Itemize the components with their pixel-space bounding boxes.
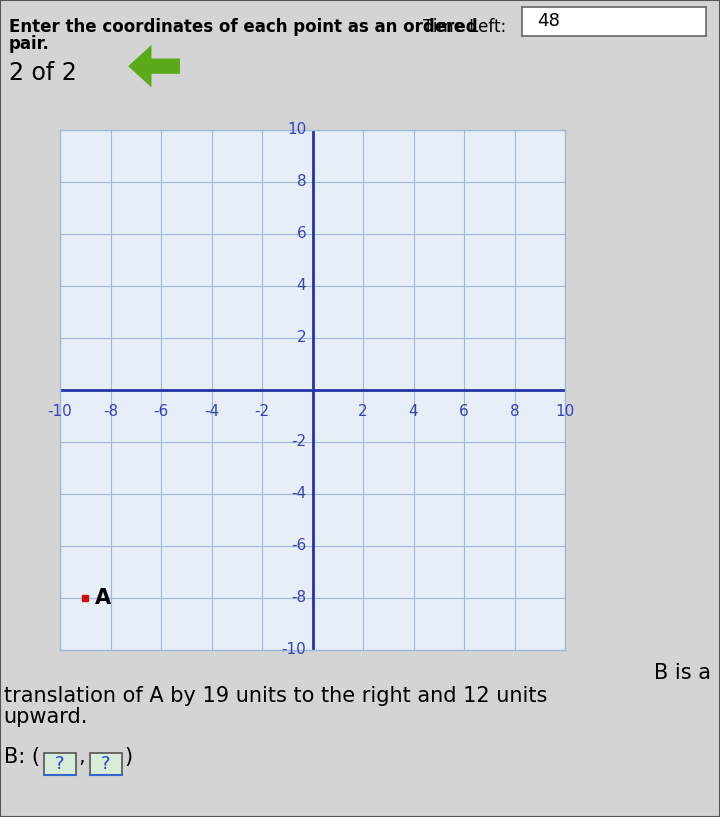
Text: B: (: B: ( — [4, 747, 40, 766]
Text: ,: , — [78, 747, 85, 766]
Text: 2: 2 — [297, 331, 306, 346]
Text: ?: ? — [102, 755, 111, 773]
Text: 4: 4 — [409, 404, 418, 419]
Text: translation of A by 19 units to the right and 12 units: translation of A by 19 units to the righ… — [4, 686, 547, 706]
Polygon shape — [128, 45, 180, 87]
Text: 8: 8 — [297, 175, 306, 190]
Text: -4: -4 — [204, 404, 219, 419]
Text: 2 of 2: 2 of 2 — [9, 61, 76, 85]
Text: 6: 6 — [297, 226, 306, 242]
Text: 10: 10 — [555, 404, 575, 419]
Text: -6: -6 — [153, 404, 168, 419]
Text: -10: -10 — [282, 642, 306, 658]
Text: pair.: pair. — [9, 35, 50, 53]
Text: -2: -2 — [291, 435, 306, 449]
Text: -2: -2 — [254, 404, 269, 419]
Text: 4: 4 — [297, 279, 306, 293]
Text: -8: -8 — [291, 591, 306, 605]
FancyBboxPatch shape — [44, 752, 76, 775]
Text: ?: ? — [55, 755, 65, 773]
Text: A: A — [95, 588, 112, 608]
Text: -8: -8 — [103, 404, 118, 419]
Text: Enter the coordinates of each point as an ordered: Enter the coordinates of each point as a… — [9, 18, 477, 36]
Text: 10: 10 — [287, 123, 306, 137]
Text: 2: 2 — [358, 404, 368, 419]
Text: 6: 6 — [459, 404, 469, 419]
Text: 48: 48 — [536, 12, 559, 30]
Text: -6: -6 — [291, 538, 306, 553]
FancyBboxPatch shape — [90, 752, 122, 775]
Text: Time Left:: Time Left: — [423, 18, 507, 36]
Text: -10: -10 — [48, 404, 73, 419]
Text: -4: -4 — [291, 486, 306, 502]
Text: ): ) — [124, 747, 132, 766]
Text: upward.: upward. — [4, 707, 88, 726]
Text: 8: 8 — [510, 404, 519, 419]
Text: B is a: B is a — [654, 663, 711, 683]
